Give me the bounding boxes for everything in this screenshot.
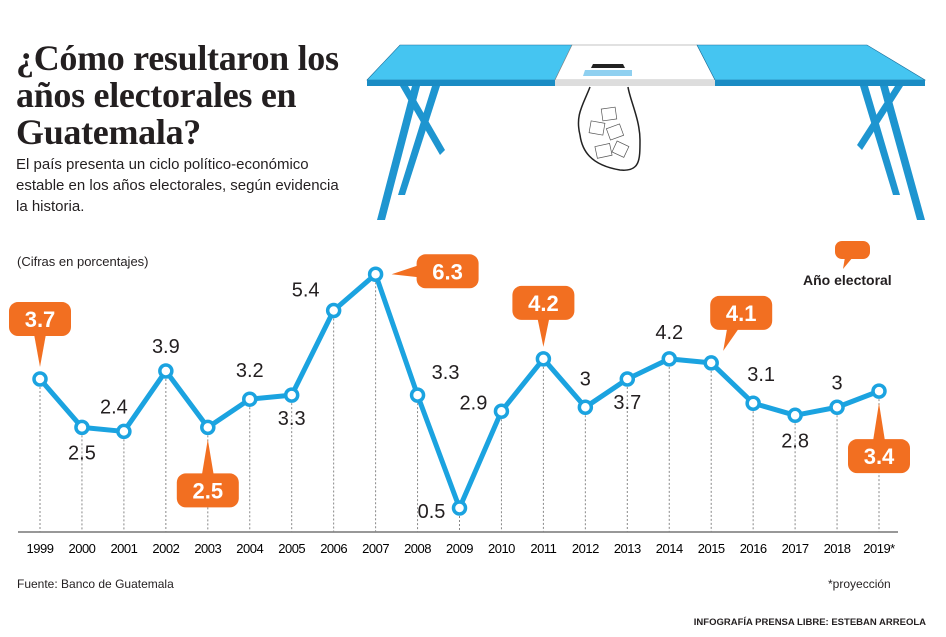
electoral-callout-label: 4.2: [528, 291, 559, 316]
ballot-bag-icon: [577, 86, 641, 171]
x-tick-label: 2009: [446, 541, 473, 556]
data-label: 3.9: [152, 336, 180, 358]
x-tick-label: 2018: [824, 541, 851, 556]
footnote: *proyección: [828, 577, 891, 591]
data-point: [158, 363, 174, 379]
electoral-callout-label: 4.1: [726, 301, 757, 326]
data-point: [787, 407, 803, 424]
data-label: 3.3: [278, 408, 306, 430]
data-point: [577, 399, 594, 415]
data-point: [74, 419, 90, 436]
electoral-callout-bubble: [416, 254, 479, 289]
x-tick-label: 2007: [362, 541, 389, 556]
x-tick-label: 2005: [278, 541, 305, 556]
table-edge-right: [715, 80, 925, 86]
data-label: 4.2: [655, 322, 683, 344]
x-tick-label: 2001: [110, 541, 137, 556]
callout-pointer: [537, 317, 550, 347]
electoral-callout-label: 3.4: [864, 444, 895, 469]
legend-label: Año electoral: [803, 272, 892, 288]
legend-electoral-bubble-icon: [835, 241, 870, 269]
electoral-callout-bubble: [9, 302, 71, 337]
x-tick-label: 2015: [698, 541, 725, 556]
data-point: [619, 371, 636, 387]
electoral-callout-bubble: [176, 473, 239, 508]
data-point: [535, 351, 552, 367]
x-tick-label: 2014: [656, 541, 683, 556]
data-label: 2.4: [100, 396, 128, 418]
x-tick-label: 2011: [530, 541, 556, 556]
callout-pointer: [873, 403, 885, 442]
x-tick-label: 2004: [236, 541, 263, 556]
data-point: [283, 387, 300, 403]
callout-pointer: [391, 265, 419, 278]
data-label: 2.5: [68, 442, 96, 464]
x-tick-label: 2008: [404, 541, 431, 556]
subtitle: El país presenta un ciclo político-econó…: [16, 156, 339, 215]
table-edge-center: [555, 80, 715, 86]
data-point: [703, 355, 719, 371]
ballots-icon: [588, 106, 630, 159]
data-point: [325, 302, 342, 319]
data-point: [661, 351, 677, 367]
ballot-slot-base: [583, 70, 632, 76]
legend-bubble: [835, 241, 870, 259]
x-tick-label: 2016: [740, 541, 767, 556]
electoral-callout-label: 6.3: [432, 259, 463, 284]
electoral-callout-label: 3.7: [25, 307, 56, 332]
callout-pointer: [201, 439, 214, 476]
data-point: [829, 399, 845, 415]
table-edge-left: [367, 80, 555, 86]
units-note: (Cifras en porcentajes): [17, 254, 149, 269]
x-tick-label: 2006: [320, 541, 347, 556]
data-label: 3.3: [432, 362, 460, 384]
x-tick-label: 1999: [27, 541, 54, 556]
x-tick-label: 2019*: [863, 541, 895, 556]
table-legs: [377, 86, 925, 220]
electoral-callout-bubble: [710, 295, 773, 330]
data-point: [242, 391, 258, 407]
data-label: 0.5: [418, 501, 446, 523]
data-label: 3.2: [236, 360, 264, 382]
data-point: [200, 419, 216, 436]
data-label: 2.9: [460, 392, 488, 414]
credit: INFOGRAFÍA PRENSA LIBRE: ESTEBAN ARREOLA: [693, 617, 926, 628]
data-point: [409, 387, 426, 403]
page-title: ¿Cómo resultaron los años electorales en…: [16, 38, 339, 152]
x-tick-label: 2013: [614, 541, 641, 556]
data-point: [871, 383, 887, 399]
electoral-callout-bubble: [848, 439, 910, 474]
data-point: [451, 500, 468, 516]
callout-pointer: [34, 334, 46, 368]
ballot-slot-icon: [591, 64, 625, 68]
electoral-callout-bubble: [512, 285, 575, 320]
x-tick-label: 2012: [572, 541, 599, 556]
electoral-callout-label: 2.5: [193, 478, 224, 503]
x-tick-label: 2010: [488, 541, 515, 556]
legend-bubble-pointer: [843, 257, 853, 269]
data-point: [32, 371, 48, 387]
data-point: [493, 403, 510, 420]
data-point: [116, 423, 132, 440]
data-point: [367, 266, 384, 283]
data-label: 3: [580, 368, 591, 390]
data-label: 2.8: [781, 430, 809, 452]
x-tick-label: 2000: [68, 541, 95, 556]
x-tick-label: 2003: [194, 541, 221, 556]
callout-pointer: [723, 327, 740, 351]
source-note: Fuente: Banco de Guatemala: [17, 577, 174, 591]
data-label: 3.1: [747, 364, 775, 386]
data-label: 5.4: [292, 280, 320, 302]
x-tick-label: 2002: [152, 541, 179, 556]
data-label: 3: [831, 372, 842, 394]
x-tick-label: 2017: [782, 541, 809, 556]
data-point: [745, 395, 761, 411]
data-label: 3.7: [613, 392, 641, 414]
